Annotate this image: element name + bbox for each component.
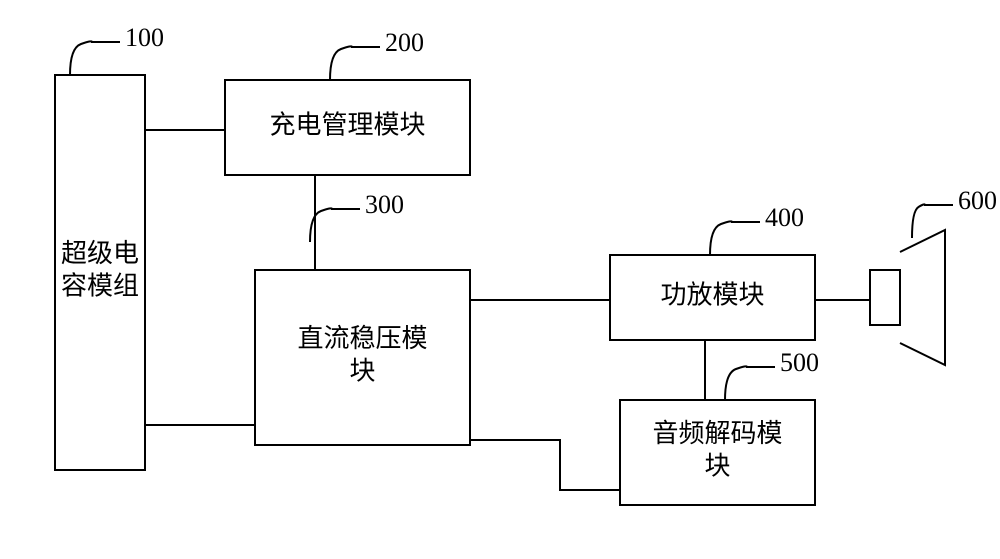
callout-500-label: 500 — [780, 348, 819, 377]
block-diagram: 超级电容模组充电管理模块直流稳压模块功放模块音频解码模块100200300400… — [0, 0, 1000, 559]
node-400-label: 功放模块 — [660, 280, 764, 309]
callout-600 — [912, 204, 953, 238]
node-300-label: 块 — [349, 357, 375, 386]
node-100-label: 容模组 — [61, 272, 139, 301]
callout-200 — [330, 46, 380, 80]
callout-100-label: 100 — [125, 23, 164, 52]
speaker-body — [870, 270, 900, 325]
callout-400 — [710, 221, 760, 255]
node-100-label: 超级电 — [61, 239, 139, 268]
node-500-label: 块 — [704, 452, 730, 481]
callout-600-label: 600 — [958, 186, 997, 215]
callout-200-label: 200 — [385, 28, 424, 57]
callout-300 — [310, 208, 360, 242]
callout-500 — [725, 366, 775, 400]
speaker-cone — [900, 230, 945, 365]
callout-100 — [70, 41, 120, 75]
node-500-label: 音频解码模 — [652, 419, 782, 448]
callout-400-label: 400 — [765, 203, 804, 232]
callout-300-label: 300 — [365, 190, 404, 219]
node-200-label: 充电管理模块 — [269, 110, 425, 139]
node-300-label: 直流稳压模 — [297, 324, 427, 353]
edge-n300-n500 — [470, 440, 620, 490]
